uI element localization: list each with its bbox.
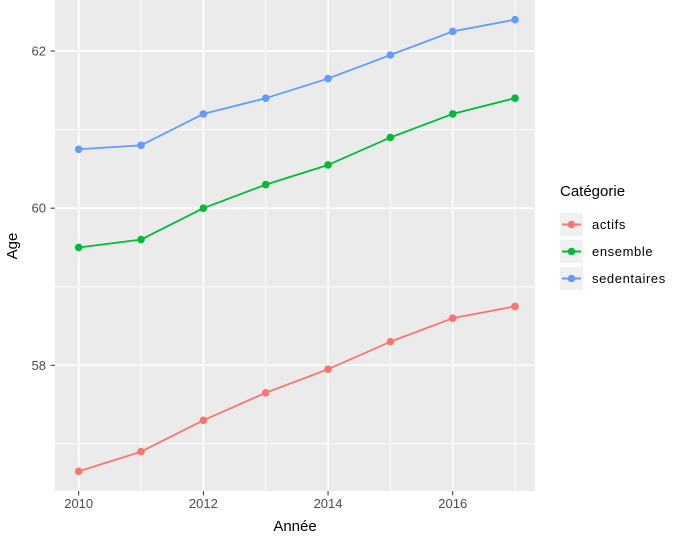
point-ensemble-2013: [261, 180, 270, 189]
legend-item-label: actifs: [592, 217, 626, 232]
panel-background: [55, 0, 535, 491]
point-sedentaires-2013: [261, 94, 270, 102]
legend-item-sedentaires: sedentaires: [560, 267, 672, 290]
point-sedentaires-2014: [324, 74, 332, 83]
legend-key-swatch: [560, 240, 583, 263]
point-ensemble-2015: [386, 133, 395, 142]
x-tick-label: 2016: [438, 496, 467, 511]
point-sedentaires-2015: [386, 51, 395, 59]
legend-item-ensemble: ensemble: [560, 240, 672, 263]
point-actifs-2012: [199, 416, 208, 425]
point-ensemble-2016: [448, 110, 457, 118]
point-actifs-2015: [386, 337, 395, 346]
point-actifs-2016: [448, 314, 457, 322]
x-tick-label: 2012: [189, 496, 218, 511]
point-actifs-2011: [137, 447, 145, 456]
point-sedentaires-2011: [137, 141, 145, 150]
line-sedentaires: [78, 18, 516, 151]
legend-key-swatch: [560, 213, 583, 236]
point-sedentaires-2010: [74, 145, 83, 154]
legend-title: Catégorie: [560, 183, 626, 200]
point-ensemble-2011: [137, 235, 145, 244]
point-ensemble-2010: [74, 243, 83, 252]
line-actifs: [78, 305, 516, 473]
legend: Catégorie actifs ensemble sedentaires: [560, 183, 672, 294]
point-ensemble-2017: [511, 94, 519, 102]
x-tick-label: 2010: [64, 496, 93, 511]
y-tick-label: 60: [32, 201, 46, 216]
point-sedentaires-2012: [199, 110, 208, 118]
legend-item-label: sedentaires: [592, 271, 666, 286]
legend-key-swatch: [560, 267, 583, 290]
legend-item-actifs: actifs: [560, 213, 672, 236]
point-sedentaires-2016: [448, 27, 457, 36]
line-ensemble: [78, 97, 516, 249]
point-actifs-2017: [511, 302, 519, 311]
x-axis-title: Année: [273, 518, 316, 535]
point-ensemble-2014: [324, 161, 332, 169]
y-tick-label: 58: [32, 358, 46, 373]
x-tick-label: 2014: [314, 496, 343, 511]
point-ensemble-2012: [199, 204, 208, 212]
point-actifs-2010: [74, 467, 83, 476]
y-axis-title: Age: [4, 233, 21, 260]
point-actifs-2013: [261, 389, 270, 397]
y-tick-label: 62: [32, 44, 46, 59]
point-sedentaires-2017: [511, 15, 519, 24]
point-actifs-2014: [324, 365, 332, 374]
legend-item-label: ensemble: [592, 244, 654, 259]
